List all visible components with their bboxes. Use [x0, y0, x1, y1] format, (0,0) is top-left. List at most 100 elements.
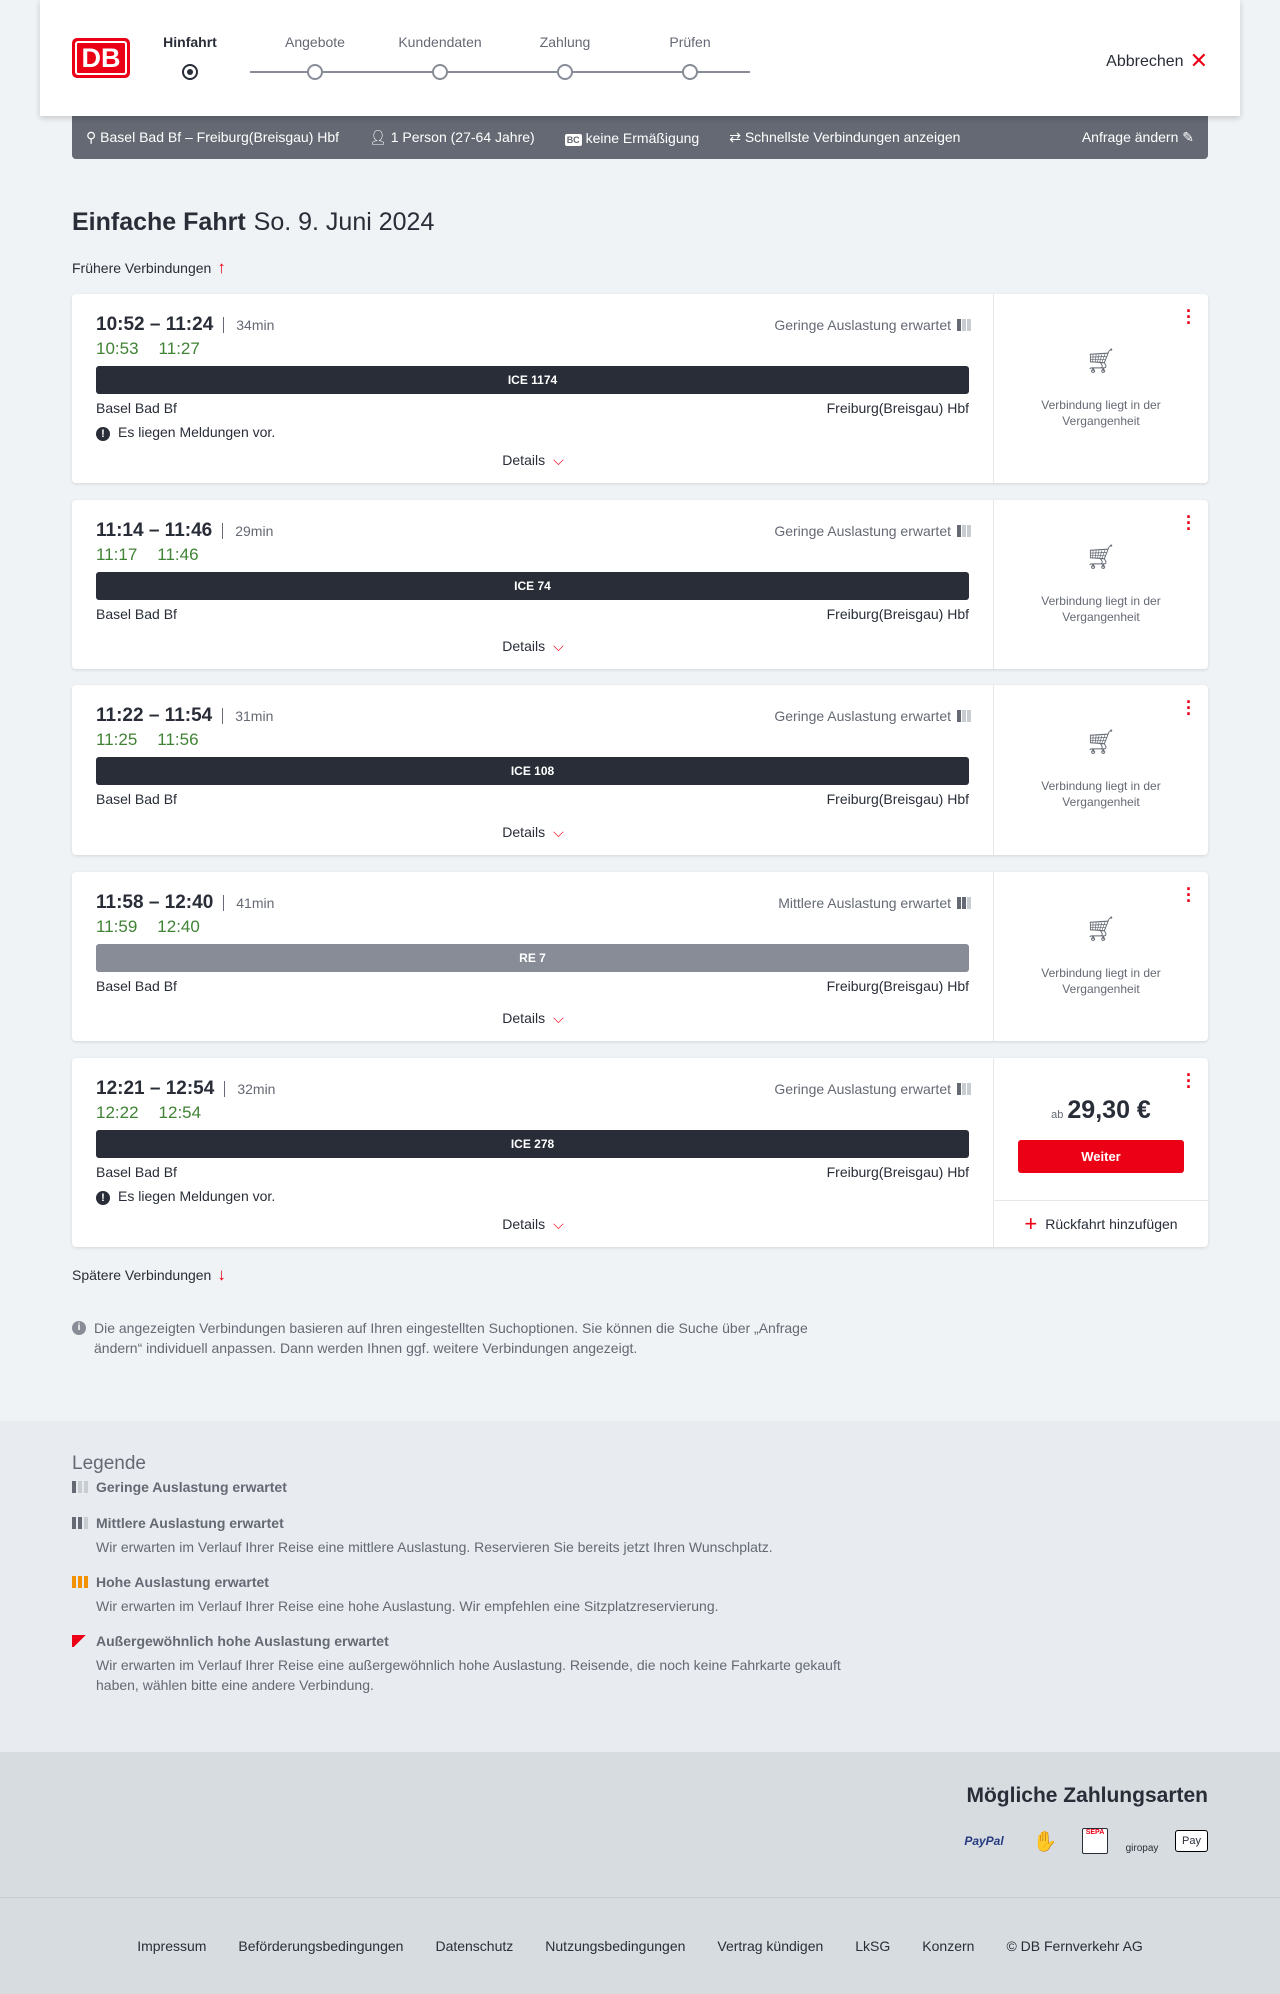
realtime-times: 12:22 12:54: [96, 1103, 202, 1122]
cancel-button[interactable]: Abbrechen ✕: [1106, 48, 1208, 73]
details-toggle[interactable]: Details ⌵: [502, 824, 564, 840]
occupancy-level-icon: [72, 1576, 88, 1588]
origin-station: Basel Bad Bf: [96, 400, 177, 416]
origin-station: Basel Bad Bf: [96, 791, 177, 807]
footer: Impressum Beförderungsbedingungen Datensch…: [0, 1897, 1280, 1994]
duration: 34min: [223, 317, 275, 333]
step-3: Zahlung: [539, 34, 591, 50]
step-dot: [307, 64, 323, 80]
chevron-down-icon: ⌵: [553, 1010, 564, 1026]
alert-icon: !: [96, 1191, 110, 1205]
footer-link[interactable]: LkSG: [855, 1938, 891, 1954]
step-4: Prüfen: [669, 34, 711, 50]
cart-unavailable-icon: 🛒︎: [1085, 543, 1117, 571]
continue-button[interactable]: Weiter: [1018, 1140, 1184, 1173]
footer-link[interactable]: Vertrag kündigen: [717, 1938, 824, 1954]
train-bar[interactable]: ICE 278: [96, 1130, 969, 1158]
train-bar[interactable]: ICE 108: [96, 757, 969, 785]
more-options-icon[interactable]: · · ·: [1186, 1065, 1192, 1097]
option-summary: ⇄ Schnellste Verbindungen anzeigen: [729, 129, 961, 145]
train-bar[interactable]: ICE 74: [96, 572, 969, 600]
db-logo[interactable]: DB: [72, 38, 130, 78]
info-note: i Die angezeigten Verbindungen basieren a…: [72, 1318, 852, 1358]
more-options-icon[interactable]: · · ·: [1186, 301, 1192, 333]
alert-icon: !: [96, 427, 110, 441]
legend-item: Geringe Auslastung erwartet: [72, 1479, 872, 1495]
footer-link[interactable]: Beförderungsbedingungen: [238, 1938, 404, 1954]
scheduled-times: 11:22 – 11:54 31min: [96, 705, 274, 726]
persons-summary: 👤︎ 1 Person (27-64 Jahre): [369, 129, 535, 145]
more-options-icon[interactable]: · · ·: [1186, 692, 1192, 724]
plus-icon: +: [1024, 1211, 1038, 1236]
price: ab 29,30 €: [1051, 1096, 1151, 1124]
chevron-down-icon: ⌵: [553, 1216, 564, 1232]
more-options-icon[interactable]: · · ·: [1186, 879, 1192, 911]
pencil-icon: ✎: [1182, 129, 1194, 145]
train-bar[interactable]: ICE 1174: [96, 366, 969, 394]
origin-station: Basel Bad Bf: [96, 978, 177, 994]
connection-card[interactable]: 11:14 – 11:46 29min 11:17 11:46 Geringe Au…: [72, 500, 1208, 669]
earlier-connections-link[interactable]: Frühere Verbindungen ↑: [72, 258, 226, 277]
destination-station: Freiburg(Breisgau) Hbf: [826, 791, 969, 807]
progress-stepper: Hinfahrt Angebote Kundendaten Zahlung Prüfen: [163, 34, 820, 84]
search-summary-bar: ⚲ Basel Bad Bf – Freiburg(Breisgau) Hbf …: [72, 116, 1208, 159]
occupancy-indicator: Geringe Auslastung erwartet: [774, 708, 971, 724]
later-connections-link[interactable]: Spätere Verbindungen ↓: [72, 1265, 226, 1284]
discount-summary: BC keine Ermäßigung: [564, 129, 700, 146]
footer-link[interactable]: Nutzungsbedingungen: [545, 1938, 686, 1954]
more-options-icon[interactable]: · · ·: [1186, 507, 1192, 539]
sepa-icon: SEPA: [1082, 1828, 1108, 1854]
occupancy-icon: [957, 897, 971, 909]
footer-link[interactable]: Konzern: [922, 1938, 975, 1954]
arrow-up-icon: ↑: [217, 258, 226, 277]
connection-card[interactable]: 10:52 – 11:24 34min 10:53 11:27 Geringe Au…: [72, 294, 1208, 483]
page-title: Einfache Fahrt So. 9. Juni 2024: [72, 208, 435, 236]
connection-card[interactable]: 11:58 – 12:40 41min 11:59 12:40 Mittlere A…: [72, 872, 1208, 1041]
occupancy-icon: [957, 525, 971, 537]
scheduled-times: 11:14 – 11:46 29min: [96, 520, 274, 541]
add-return-button[interactable]: + Rückfahrt hinzufügen: [994, 1200, 1208, 1247]
duration: 41min: [223, 895, 275, 911]
details-toggle[interactable]: Details ⌵: [502, 452, 564, 468]
occupancy-level-icon: [72, 1481, 88, 1493]
route-summary: ⚲ Basel Bad Bf – Freiburg(Breisgau) Hbf: [86, 129, 340, 145]
occupancy-level-icon: [72, 1517, 88, 1529]
details-toggle[interactable]: Details ⌵: [502, 1216, 564, 1232]
scheduled-times: 12:21 – 12:54 32min: [96, 1078, 276, 1099]
destination-station: Freiburg(Breisgau) Hbf: [826, 606, 969, 622]
destination-station: Freiburg(Breisgau) Hbf: [826, 400, 969, 416]
credit-card-icon: ✋: [1032, 1830, 1058, 1853]
connection-card[interactable]: 12:21 – 12:54 32min 12:22 12:54 Geringe Au…: [72, 1058, 1208, 1247]
origin-station: Basel Bad Bf: [96, 606, 177, 622]
edit-request-button[interactable]: Anfrage ändern ✎: [1081, 129, 1194, 145]
legend-item: Mittlere Auslastung erwartet Wir erwarten…: [72, 1515, 872, 1557]
footer-link[interactable]: Impressum: [137, 1938, 207, 1954]
legend-title: Legende: [72, 1453, 146, 1474]
cart-unavailable-icon: 🛒︎: [1085, 729, 1117, 756]
occupancy-indicator: Geringe Auslastung erwartet: [774, 317, 971, 333]
header: DB Hinfahrt Angebote Kundendaten Zahlung Prü…: [40, 0, 1240, 116]
cart-unavailable-icon: 🛒︎: [1085, 347, 1117, 375]
train-bar[interactable]: RE 7: [96, 944, 969, 972]
legend-section: Legende Geringe Auslastung erwartet Mittl…: [0, 1421, 1280, 1752]
step-dot: [682, 64, 698, 80]
occupancy-icon: [957, 710, 971, 722]
step-2: Kundendaten: [398, 34, 482, 50]
occupancy-icon: [957, 1083, 971, 1095]
duration: 32min: [224, 1081, 276, 1097]
destination-station: Freiburg(Breisgau) Hbf: [826, 1164, 969, 1180]
scheduled-times: 11:58 – 12:40 41min: [96, 892, 275, 913]
origin-station: Basel Bad Bf: [96, 1164, 177, 1180]
footer-link[interactable]: Datenschutz: [435, 1938, 514, 1954]
message-notice: ! Es liegen Meldungen vor.: [96, 424, 275, 441]
payment-section: Mögliche Zahlungsarten PayPal ✋ SEPA gir…: [0, 1752, 1280, 1897]
footer-link[interactable]: © DB Fernverkehr AG: [1006, 1938, 1143, 1954]
details-toggle[interactable]: Details ⌵: [502, 638, 564, 654]
realtime-times: 11:25 11:56: [96, 730, 199, 749]
duration: 29min: [222, 523, 274, 539]
details-toggle[interactable]: Details ⌵: [502, 1010, 564, 1026]
apple-pay-icon: Pay: [1175, 1830, 1208, 1852]
paypal-icon: PayPal: [964, 1834, 1004, 1848]
arrow-down-icon: ↓: [217, 1265, 226, 1284]
connection-card[interactable]: 11:22 – 11:54 31min 11:25 11:56 Geringe Au…: [72, 685, 1208, 855]
